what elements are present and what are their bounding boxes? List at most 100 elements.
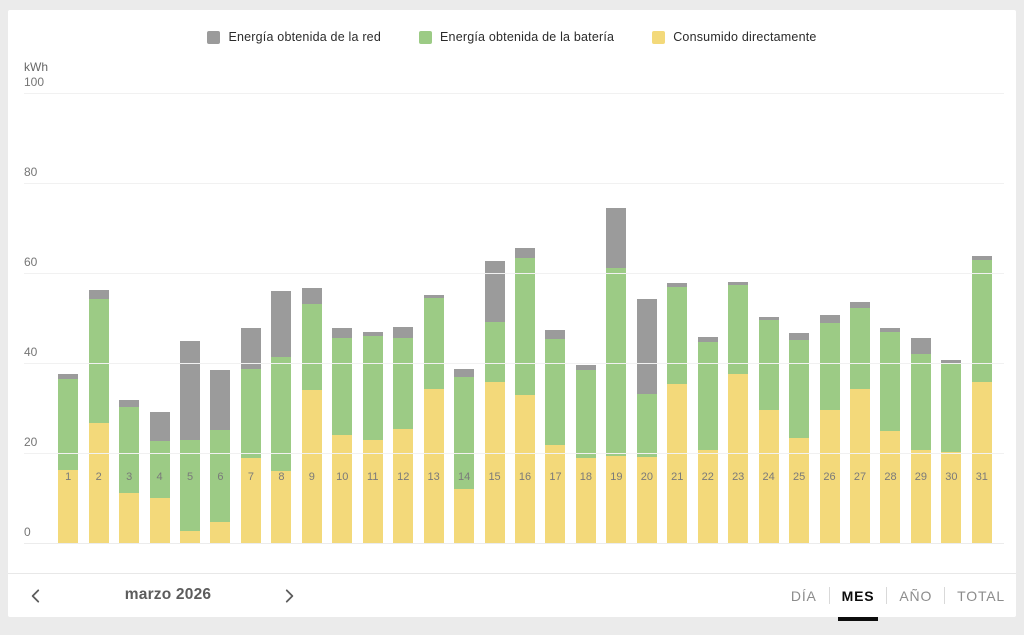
bar-segment-grid: [515, 248, 536, 259]
y-axis-unit-label: kWh: [24, 60, 48, 74]
bar-stack: [545, 330, 566, 543]
bar-column-day-11[interactable]: [358, 93, 388, 543]
bar-stack: [180, 341, 201, 543]
gridline: [24, 453, 1004, 454]
tab-ano[interactable]: AÑO: [899, 587, 933, 604]
bar-segment-battery: [423, 297, 444, 389]
bar-column-day-19[interactable]: [601, 93, 631, 543]
bar-stack: [454, 368, 475, 543]
tab-mes[interactable]: MES: [837, 586, 879, 621]
bar-column-day-26[interactable]: [814, 93, 844, 543]
bar-column-day-10[interactable]: [327, 93, 357, 543]
bar-column-day-8[interactable]: [266, 93, 296, 543]
bar-segment-grid: [850, 301, 870, 308]
bar-stack: [606, 207, 627, 543]
bar-column-day-4[interactable]: [144, 93, 174, 543]
bar-segment-grid: [484, 260, 505, 323]
bar-segment-direct: [240, 457, 261, 543]
bar-column-day-25[interactable]: [784, 93, 814, 543]
gridline: [24, 273, 1004, 274]
x-axis-label: 10: [336, 471, 349, 483]
bar-segment-grid: [545, 330, 566, 340]
x-axis-label: 15: [488, 471, 501, 483]
bar-column-day-24[interactable]: [753, 93, 783, 543]
x-axis-label: 7: [247, 471, 254, 483]
bar-segment-battery: [515, 258, 536, 395]
tab-dia[interactable]: DÍA: [790, 587, 817, 604]
bar-segment-direct: [301, 389, 322, 543]
gridline: [24, 183, 1004, 184]
x-axis-label: 5: [186, 471, 194, 483]
x-axis-label: 28: [884, 471, 897, 483]
bar-column-day-3[interactable]: [114, 93, 144, 543]
y-axis-label: 0: [24, 525, 31, 539]
gridline: [24, 543, 1004, 544]
bar-column-day-9[interactable]: [297, 93, 327, 543]
bar-column-day-1[interactable]: [53, 93, 83, 543]
bar-column-day-30[interactable]: [936, 93, 966, 543]
previous-period-button[interactable]: [27, 586, 47, 606]
x-axis-label: 29: [914, 471, 928, 483]
bar-stack: [941, 359, 962, 543]
bar-segment-direct: [910, 449, 931, 543]
bar-column-day-12[interactable]: [388, 93, 418, 543]
legend-item[interactable]: Consumido directamente: [652, 30, 816, 44]
bar-stack: [423, 294, 444, 543]
bar-segment-battery: [393, 337, 414, 430]
bar-segment-battery: [910, 354, 931, 450]
tab-separator: [886, 587, 888, 604]
legend-label: Energía obtenida de la batería: [440, 30, 615, 44]
bar-stack: [332, 328, 353, 543]
legend-item[interactable]: Energía obtenida de la red: [207, 30, 381, 44]
x-axis-label: 12: [397, 471, 410, 483]
bar-stack: [515, 248, 536, 543]
bar-column-day-23[interactable]: [723, 93, 753, 543]
bar-stack: [850, 301, 870, 543]
bar-segment-battery: [880, 332, 901, 431]
bar-segment-direct: [728, 374, 749, 543]
tab-separator: [828, 587, 830, 604]
y-axis-label: 40: [24, 345, 38, 359]
bar-segment-direct: [58, 469, 79, 543]
bar-column-day-31[interactable]: [967, 93, 997, 543]
bar-segment-grid: [393, 327, 414, 338]
bar-column-day-15[interactable]: [479, 93, 509, 543]
bar-segment-grid: [971, 255, 992, 261]
bar-column-day-17[interactable]: [540, 93, 570, 543]
tab-total[interactable]: TOTAL: [957, 587, 1005, 604]
legend-item[interactable]: Energía obtenida de la batería: [419, 30, 614, 44]
bar-segment-battery: [636, 394, 657, 457]
bar-segment-direct: [271, 471, 292, 543]
bar-segment-battery: [789, 340, 810, 439]
x-axis-label: 16: [518, 471, 532, 483]
bar-column-day-7[interactable]: [236, 93, 266, 543]
bar-segment-grid: [210, 369, 231, 431]
bar-column-day-29[interactable]: [906, 93, 936, 543]
x-axis-label: 17: [549, 471, 562, 483]
x-axis-label: 31: [975, 471, 988, 483]
legend-label: Consumido directamente: [673, 30, 817, 44]
bar-column-day-16[interactable]: [510, 93, 540, 543]
bar-segment-battery: [545, 339, 566, 445]
bar-segment-grid: [332, 328, 353, 339]
x-axis-label: 18: [579, 471, 593, 483]
bar-segment-direct: [697, 450, 718, 543]
bar-column-day-20[interactable]: [632, 93, 662, 543]
bar-column-day-27[interactable]: [845, 93, 875, 543]
bar-column-day-13[interactable]: [418, 93, 448, 543]
bar-column-day-21[interactable]: [662, 93, 692, 543]
bar-segment-direct: [758, 410, 779, 543]
x-axis-label: 25: [792, 471, 806, 483]
next-period-button[interactable]: [280, 586, 300, 606]
bar-column-day-28[interactable]: [875, 93, 905, 543]
bar-stack: [88, 289, 109, 543]
bar-column-day-22[interactable]: [693, 93, 723, 543]
bar-segment-grid: [789, 332, 810, 341]
bar-column-day-5[interactable]: [175, 93, 205, 543]
bar-column-day-18[interactable]: [571, 93, 601, 543]
bar-column-day-14[interactable]: [449, 93, 479, 543]
bar-stack: [575, 364, 596, 543]
bar-segment-battery: [58, 379, 79, 470]
bar-segment-battery: [362, 335, 383, 440]
bar-segment-direct: [575, 457, 596, 543]
